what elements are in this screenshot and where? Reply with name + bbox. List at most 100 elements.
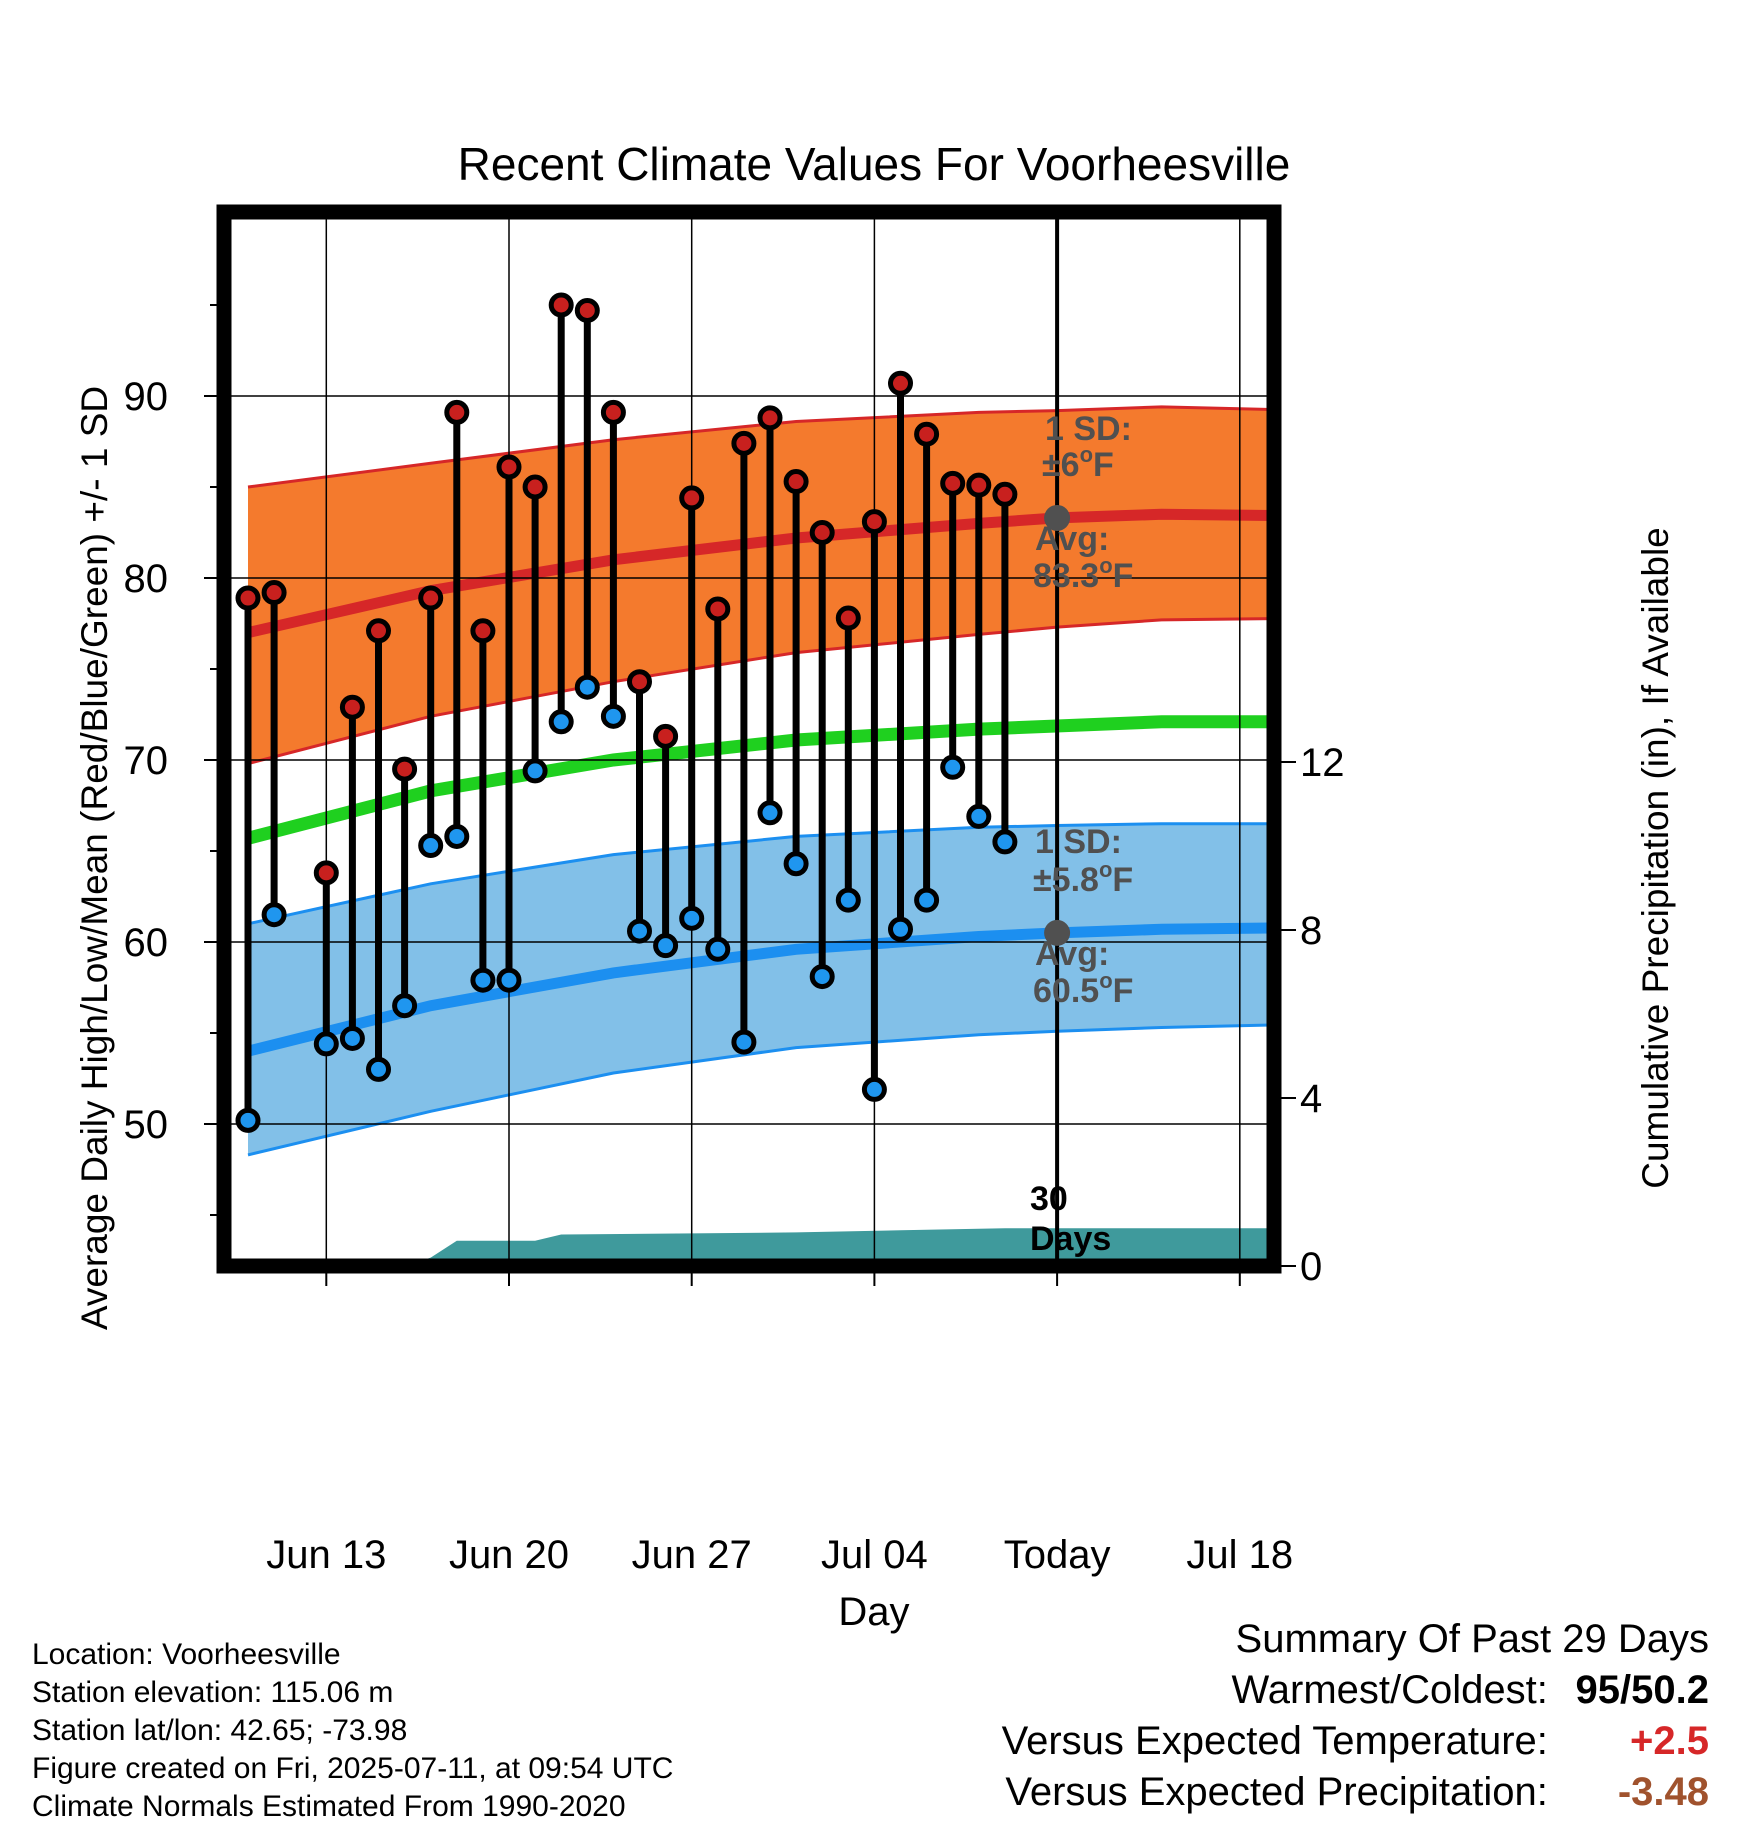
x-tick-label: Jun 27: [632, 1533, 752, 1577]
x-axis-label: Day: [838, 1590, 909, 1634]
low-avg-value: 60.5oF: [1033, 968, 1133, 1010]
warm-cold-label: Warmest/Coldest:: [1231, 1668, 1548, 1712]
observed-low-point: [705, 936, 731, 962]
high-sd-value-degree: o: [1080, 442, 1093, 467]
y-tick-label: 90: [124, 375, 169, 419]
observed-high-point: [418, 585, 444, 611]
coldest-value: 50.2: [1631, 1668, 1709, 1712]
observed-low-point: [366, 1056, 391, 1082]
normal-low-lower-edge: [247, 1023, 1274, 1157]
location-text: Location: Voorheesville: [32, 1638, 341, 1671]
observed-high-point: [861, 509, 887, 535]
precip-anomaly-label: Versus Expected Precipitation:: [1005, 1770, 1548, 1814]
y2-tick-label: 12: [1300, 741, 1345, 785]
temp-anomaly-value: +2.5: [1630, 1719, 1709, 1763]
observed-high-point: [914, 421, 940, 447]
summary-heading: Summary Of Past 29 Days: [1235, 1617, 1709, 1661]
observed-low-point: [470, 967, 496, 993]
observed-high-point: [966, 472, 992, 498]
observed-low-point: [653, 933, 679, 959]
observed-high-point: [731, 430, 757, 456]
created-text: Figure created on Fri, 2025-07-11, at 09…: [32, 1752, 674, 1785]
plot-frame: [216, 204, 1282, 1274]
x-tick-label: Jul 18: [1186, 1533, 1293, 1577]
y-tick-label: 60: [124, 921, 169, 965]
observed-low-point: [313, 1031, 339, 1057]
observed-high-point: [574, 297, 600, 323]
normal-low-upper-edge: [247, 822, 1274, 926]
observed-low-point: [731, 1029, 757, 1055]
observed-low-point: [783, 851, 809, 877]
y-tick-label: 80: [124, 557, 169, 601]
normal-high-lower-edge: [247, 617, 1274, 766]
y2-tick-label: 8: [1300, 909, 1322, 953]
observed-low-point: [574, 674, 600, 700]
observed-high-point: [783, 469, 809, 495]
normal-high-upper-edge: [247, 405, 1274, 489]
y2-axis-label: Cumulative Precipitation (in), If Availa…: [1635, 527, 1676, 1189]
x-tick-label: Today: [1004, 1533, 1111, 1577]
low-sd-label: 1 SD:: [1035, 823, 1122, 861]
x-tick-label: Jun 20: [449, 1533, 569, 1577]
observed-high-point: [444, 399, 470, 425]
observed-high-point: [809, 520, 835, 545]
observed-high-point: [888, 370, 913, 396]
y-tick-label: 70: [124, 739, 169, 783]
low-avg-value-unit: F: [1113, 972, 1134, 1010]
observed-high-point: [366, 618, 391, 644]
summary-panel: Summary Of Past 29 Days Warmest/Coldest:…: [1002, 1614, 1709, 1818]
y-tick-label: 50: [124, 1103, 169, 1147]
observed-high-point: [392, 756, 418, 782]
x-tick-label: Jul 04: [821, 1533, 928, 1577]
observed-low-point: [809, 964, 835, 990]
precip-area: [248, 1228, 1274, 1266]
today-normal-high-marker: [1044, 504, 1071, 531]
observed-high-point: [835, 605, 861, 631]
low-sd-value-main: ±5.8: [1033, 861, 1099, 899]
observed-low-point: [992, 829, 1018, 855]
low-avg-value-degree: o: [1099, 968, 1112, 993]
high-sd-label: 1 SD:: [1045, 410, 1132, 448]
today-days-label: Days: [1030, 1220, 1111, 1258]
high-sd-value-main: ±6: [1042, 446, 1080, 484]
y-axis-label: Average Daily High/Low/Mean (Red/Blue/Gr…: [74, 386, 115, 1330]
normal-high-band: [248, 406, 1274, 764]
warmest-value: 95: [1575, 1668, 1621, 1712]
observed-high-point: [496, 454, 522, 480]
observed-high-point: [339, 694, 365, 720]
today-days-number: 30: [1030, 1180, 1068, 1218]
temp-anomaly-label: Versus Expected Temperature:: [1001, 1719, 1548, 1763]
observed-low-point: [418, 833, 444, 859]
low-avg-label: Avg:: [1035, 935, 1109, 973]
observed-high-point: [940, 470, 966, 496]
observed-high-point: [653, 723, 679, 749]
observed-low-point: [940, 754, 966, 780]
high-avg-value-main: 83.3: [1033, 557, 1099, 595]
observed-low-point: [444, 823, 470, 849]
station-info: Location: Voorheesville Station elevatio…: [32, 1636, 673, 1826]
observed-low-point: [261, 902, 287, 928]
precip-anomaly-row: Versus Expected Precipitation: -3.48: [1002, 1767, 1709, 1818]
observed-high-point: [470, 618, 496, 644]
y2-tick-label: 4: [1300, 1077, 1322, 1121]
low-sd-value: ±5.8oF: [1033, 857, 1133, 899]
observed-low-point: [679, 905, 705, 931]
high-avg-label: Avg:: [1035, 520, 1109, 558]
observed-high-point: [261, 580, 287, 606]
observed-low-point: [914, 887, 940, 913]
observed-low-point: [548, 709, 574, 735]
observed-low-point: [339, 1025, 365, 1051]
observed-low-point: [888, 916, 913, 942]
observed-low-point: [627, 918, 652, 944]
observed-low-point: [861, 1076, 887, 1102]
today-normal-low-marker: [1044, 919, 1071, 946]
observed-low-point: [600, 703, 626, 729]
low-sd-value-degree: o: [1099, 857, 1112, 882]
warm-cold-row: Warmest/Coldest: 95/50.2: [1002, 1665, 1710, 1716]
observed-high-point: [757, 405, 783, 431]
observed-high-point: [992, 481, 1018, 507]
observed-low-point: [392, 993, 418, 1019]
observed-high-point: [522, 474, 548, 500]
